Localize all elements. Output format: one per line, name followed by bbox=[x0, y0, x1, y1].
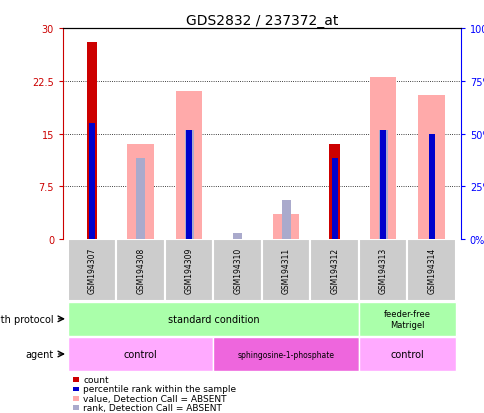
Bar bbox=[261, 240, 310, 301]
Text: count: count bbox=[83, 375, 109, 385]
Bar bbox=[68, 240, 116, 301]
Bar bbox=[272, 215, 299, 240]
Bar bbox=[281, 201, 290, 240]
Text: GSM194309: GSM194309 bbox=[184, 247, 193, 294]
Bar bbox=[175, 92, 202, 240]
Text: agent: agent bbox=[25, 349, 53, 359]
Text: GSM194310: GSM194310 bbox=[233, 247, 242, 294]
Title: GDS2832 / 237372_at: GDS2832 / 237372_at bbox=[185, 14, 337, 28]
Text: value, Detection Call = ABSENT: value, Detection Call = ABSENT bbox=[83, 394, 227, 403]
Bar bbox=[331, 159, 337, 240]
Bar bbox=[127, 145, 153, 240]
Bar bbox=[233, 234, 242, 240]
Bar bbox=[369, 78, 395, 240]
Bar bbox=[358, 302, 455, 336]
Text: feeder-free
Matrigel: feeder-free Matrigel bbox=[383, 309, 430, 329]
Text: percentile rank within the sample: percentile rank within the sample bbox=[83, 385, 236, 394]
Text: control: control bbox=[390, 349, 424, 359]
Bar bbox=[417, 96, 444, 240]
Text: GSM194312: GSM194312 bbox=[330, 247, 338, 294]
Bar bbox=[116, 240, 165, 301]
Text: GSM194313: GSM194313 bbox=[378, 247, 387, 294]
Text: GSM194311: GSM194311 bbox=[281, 247, 290, 294]
Bar bbox=[213, 337, 358, 371]
Bar bbox=[329, 145, 339, 240]
Text: GSM194314: GSM194314 bbox=[426, 247, 435, 294]
Bar bbox=[407, 240, 455, 301]
Text: rank, Detection Call = ABSENT: rank, Detection Call = ABSENT bbox=[83, 403, 222, 412]
Bar bbox=[358, 337, 455, 371]
Bar bbox=[184, 131, 193, 240]
Bar bbox=[136, 159, 145, 240]
Bar bbox=[310, 240, 358, 301]
Bar bbox=[165, 240, 213, 301]
Text: GSM194308: GSM194308 bbox=[136, 247, 145, 294]
Text: growth protocol: growth protocol bbox=[0, 314, 53, 324]
Bar bbox=[379, 131, 385, 240]
Bar bbox=[186, 131, 192, 240]
Text: control: control bbox=[123, 349, 157, 359]
Text: sphingosine-1-phosphate: sphingosine-1-phosphate bbox=[237, 350, 334, 358]
Text: GSM194307: GSM194307 bbox=[88, 247, 96, 294]
Bar bbox=[358, 240, 407, 301]
Bar bbox=[89, 124, 95, 240]
Bar bbox=[428, 134, 434, 240]
Bar bbox=[87, 43, 97, 240]
Bar bbox=[378, 131, 387, 240]
Text: standard condition: standard condition bbox=[167, 314, 258, 324]
Bar bbox=[68, 302, 358, 336]
Bar bbox=[213, 240, 261, 301]
Bar bbox=[68, 337, 213, 371]
